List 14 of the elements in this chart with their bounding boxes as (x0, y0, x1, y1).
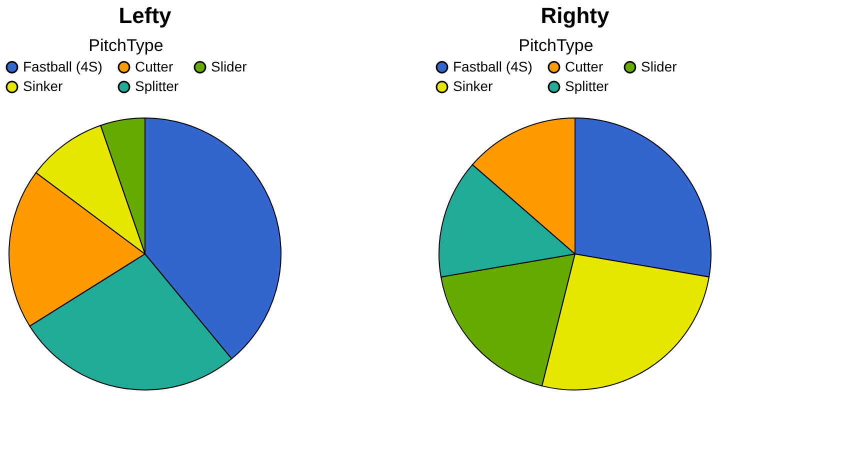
legend-label: Fastball (4S) (453, 58, 532, 74)
chart-title: Lefty (118, 3, 172, 28)
legend-label: Splitter (565, 78, 609, 94)
chart-title: Righty (540, 3, 610, 28)
legend-label: Cutter (565, 58, 604, 74)
legend-label: Slider (211, 58, 248, 74)
legend-label: Sinker (23, 78, 64, 94)
legend-label: Splitter (135, 78, 179, 94)
legend-label: Fastball (4S) (23, 58, 102, 74)
legend-label: Cutter (135, 58, 174, 74)
legend-title: PitchType (88, 36, 164, 55)
legend-title: PitchType (518, 36, 594, 55)
legend-label: Sinker (453, 78, 494, 94)
legend-label: Slider (641, 58, 678, 74)
